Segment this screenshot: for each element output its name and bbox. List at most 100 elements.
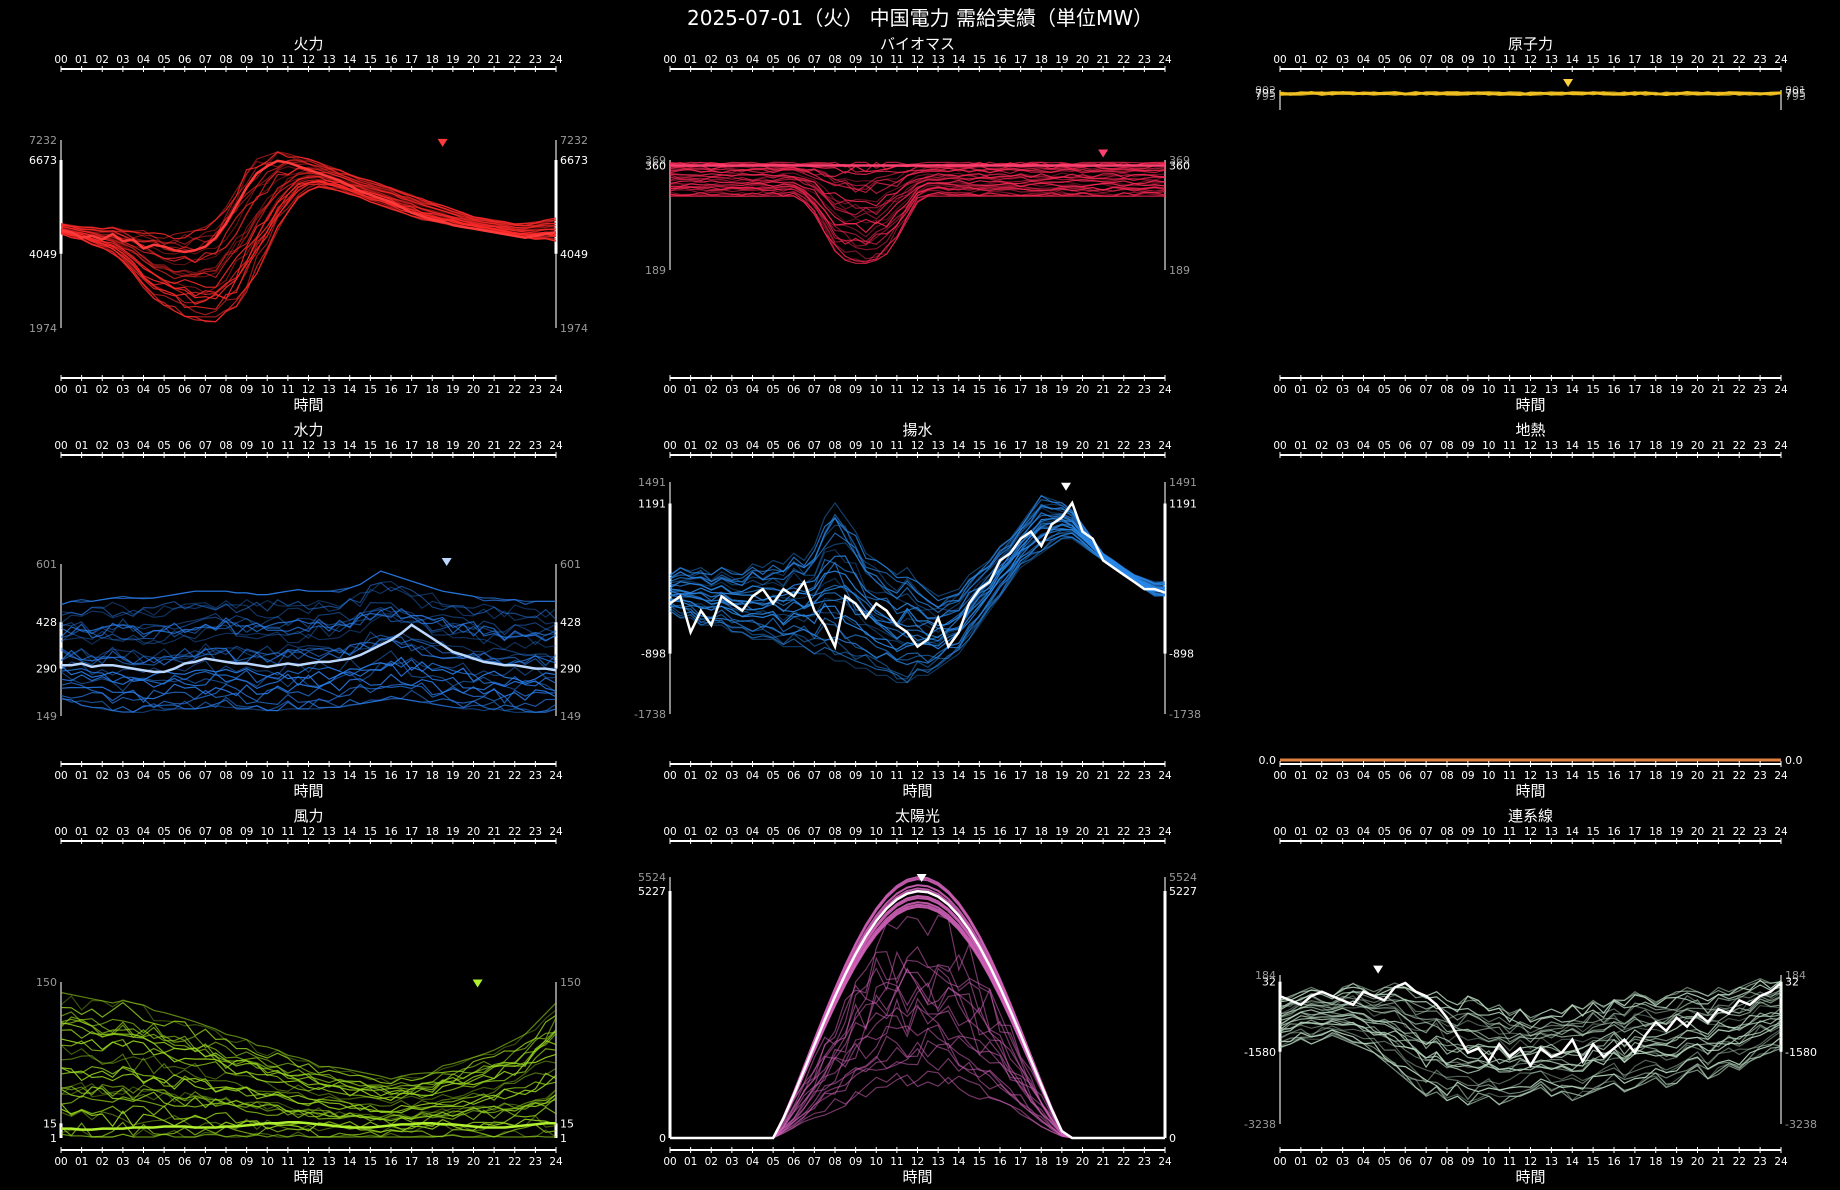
y-tick-label-right: 5524 [1169, 871, 1197, 884]
y-tick-label-left: 0.0 [1259, 754, 1277, 767]
hour-tick-label: 13 [1545, 384, 1558, 396]
hour-tick-label: 23 [529, 54, 542, 66]
series-line [670, 967, 1165, 1139]
series-line [60, 608, 557, 642]
y-tick-label-left: 5227 [638, 885, 666, 898]
hour-tick-label: 21 [487, 384, 500, 396]
hour-tick-label: 02 [1315, 54, 1328, 66]
hour-tick-label: 04 [1357, 1156, 1371, 1168]
y-tick-label-left: 1974 [29, 322, 57, 335]
series-line [60, 1022, 557, 1095]
hour-tick-label: 19 [1055, 384, 1068, 396]
series-line [60, 638, 557, 667]
series-line [60, 673, 557, 701]
hour-tick-label: 22 [1117, 1156, 1130, 1168]
y-tick-label-right: 601 [560, 558, 581, 571]
hour-tick-label: 04 [137, 440, 151, 452]
hour-tick-label: 00 [663, 54, 676, 66]
hour-tick-label: 10 [261, 1156, 274, 1168]
x-axis-label: 時間 [1515, 396, 1545, 414]
hour-tick-label: 11 [281, 384, 294, 396]
hour-tick-label: 08 [828, 440, 841, 452]
hour-tick-label: 15 [364, 826, 377, 838]
hour-tick-label: 10 [870, 1156, 883, 1168]
hour-tick-label: 18 [426, 826, 439, 838]
hour-axis-6: 00 01 02 03 04 05 06 07 08 09 10 11 12 13 14 15 16 17 18 19… [54, 826, 563, 844]
series-line [60, 662, 557, 693]
hour-tick-label: 03 [116, 1156, 129, 1168]
series-line [60, 635, 557, 664]
hour-tick-label: 12 [1524, 826, 1537, 838]
hour-tick-label: 07 [808, 384, 821, 396]
hour-tick-label: 17 [405, 440, 418, 452]
y-tick-label-right: 369 [1169, 154, 1190, 167]
series-line [669, 180, 1166, 224]
y-tick-label-right: -3238 [1785, 1118, 1817, 1131]
hour-tick-label: 06 [178, 770, 192, 782]
y-tick-label-right: 1191 [1169, 498, 1197, 511]
series-line [669, 498, 1166, 609]
hour-tick-label: 20 [467, 384, 480, 396]
hour-tick-label: 06 [178, 826, 192, 838]
hour-tick-label: 16 [384, 770, 398, 782]
hour-tick-label: 13 [322, 826, 335, 838]
series-line [669, 179, 1166, 225]
hour-tick-label: 05 [1378, 770, 1391, 782]
hour-tick-label: 05 [766, 440, 779, 452]
hour-tick-label: 17 [405, 1156, 418, 1168]
hour-tick-label: 24 [549, 440, 563, 452]
series-line [669, 518, 1166, 637]
hour-tick-label: 07 [808, 770, 821, 782]
hour-tick-label: 20 [1076, 770, 1089, 782]
hour-axis-0: 00 01 02 03 04 05 06 07 08 09 10 11 12 13 14 15 16 17 18 19… [54, 54, 563, 72]
hour-tick-label: 16 [993, 770, 1007, 782]
hour-tick-label: 07 [1419, 440, 1432, 452]
hour-tick-label: 08 [1440, 54, 1453, 66]
hour-tick-label: 21 [487, 54, 500, 66]
hour-tick-label: 24 [1774, 826, 1788, 838]
hour-tick-label: 16 [384, 826, 398, 838]
hour-tick-label: 01 [1294, 1156, 1307, 1168]
hour-tick-label: 14 [1566, 826, 1580, 838]
hour-tick-label: 22 [1117, 440, 1130, 452]
hour-tick-label: 03 [116, 770, 129, 782]
hour-tick-label: 09 [240, 826, 253, 838]
series-line [60, 1016, 557, 1090]
hour-tick-label: 07 [1419, 826, 1432, 838]
hour-tick-label: 16 [1607, 384, 1621, 396]
hour-tick-label: 05 [766, 54, 779, 66]
hour-tick-label: 09 [1461, 1156, 1474, 1168]
hour-tick-label: 00 [663, 384, 676, 396]
hour-axis-0: 00 01 02 03 04 05 06 07 08 09 10 11 12 13 14 15 16 17 18 19… [54, 375, 563, 396]
hour-tick-label: 17 [405, 770, 418, 782]
hour-tick-label: 02 [96, 440, 109, 452]
hour-tick-label: 22 [1117, 54, 1130, 66]
hour-tick-label: 15 [1586, 1156, 1599, 1168]
hour-tick-label: 12 [1524, 440, 1537, 452]
hour-tick-label: 06 [787, 1156, 801, 1168]
hour-tick-label: 22 [1733, 770, 1746, 782]
panel-title: 風力 [293, 807, 323, 825]
hour-tick-label: 22 [1733, 440, 1746, 452]
hour-tick-label: 13 [322, 440, 335, 452]
hour-tick-label: 23 [529, 384, 542, 396]
x-axis-label: 時間 [902, 1168, 932, 1186]
hour-tick-label: 09 [849, 1156, 862, 1168]
hour-tick-label: 22 [1733, 384, 1746, 396]
series-line [669, 190, 1166, 260]
hour-tick-label: 13 [322, 54, 335, 66]
hour-tick-label: 03 [725, 384, 738, 396]
series-line [60, 682, 557, 704]
y-tick-label-left: 428 [36, 616, 57, 629]
series-line [669, 185, 1166, 243]
series-line [1279, 1013, 1782, 1065]
series-line [60, 570, 556, 606]
series-line [60, 172, 557, 274]
hour-tick-label: 20 [1076, 826, 1089, 838]
series-line [60, 586, 557, 625]
hour-tick-label: 21 [1096, 440, 1109, 452]
hour-axis-2: 00 01 02 03 04 05 06 07 08 09 10 11 12 13 14 15 16 17 18 19… [1273, 375, 1788, 396]
hour-tick-label: 07 [199, 770, 212, 782]
hour-tick-label: 23 [1138, 1156, 1151, 1168]
